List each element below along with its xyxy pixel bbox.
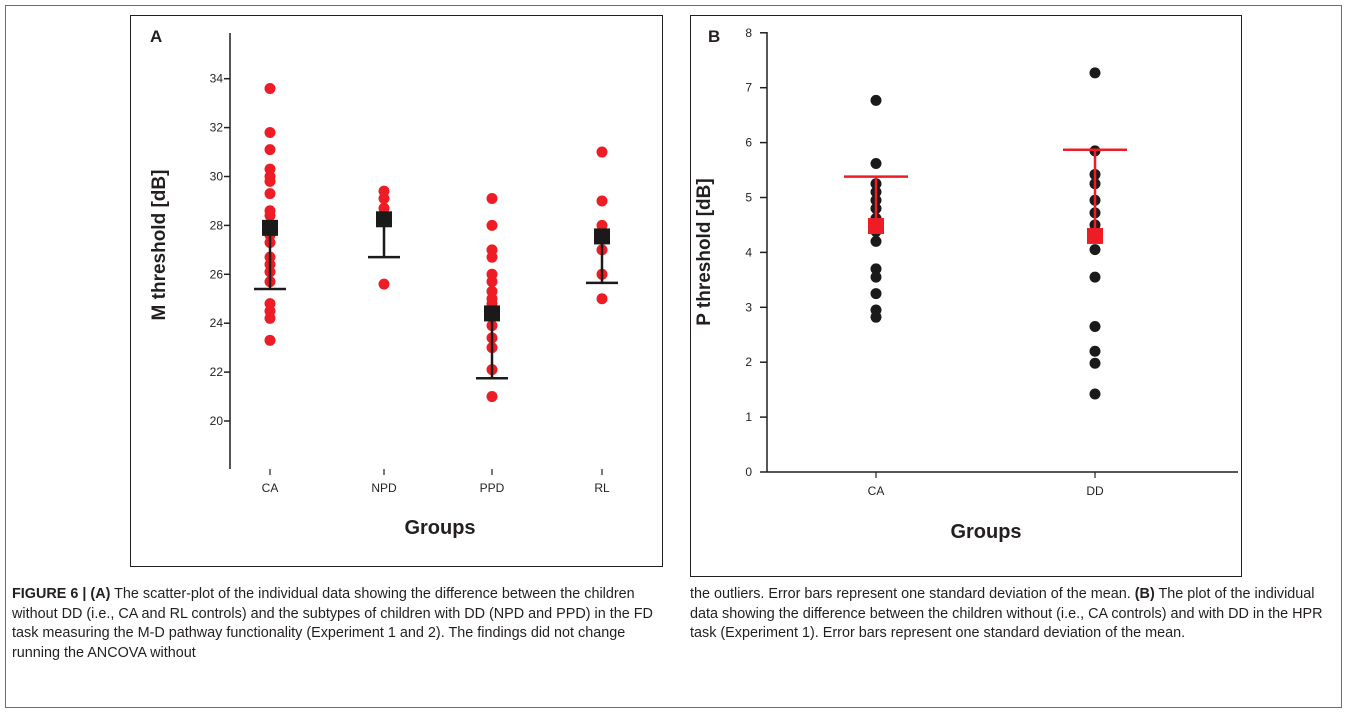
panel-a-data-point <box>486 193 498 205</box>
panel-a-data-point <box>486 391 498 403</box>
panel-b-y-tick-label: 4 <box>745 245 752 259</box>
panel-a-data-point <box>378 193 390 205</box>
panel-a-mean-marker <box>484 305 500 322</box>
panel-a-y-tick-label: 24 <box>210 316 224 330</box>
panel-b-data-point <box>870 263 882 275</box>
caption-b-text: The plot of the individual data showing … <box>690 586 1323 642</box>
panel-a-mean-marker <box>594 228 610 245</box>
panel-a-y-axis-title: M threshold [dB] <box>149 170 170 321</box>
panel-b-data-point <box>1089 345 1101 357</box>
panel-a-data-point <box>596 195 608 207</box>
panel-a-mean-marker <box>262 219 278 236</box>
panel-b-mean-marker <box>1087 227 1103 244</box>
panel-a-y-tick-label: 28 <box>210 218 224 232</box>
caption-a-text-continued: the outliers. Error bars represent one s… <box>690 586 1135 602</box>
figure-caption-left: FIGURE 6 | (A) The scatter-plot of the i… <box>12 585 655 663</box>
panel-b-mean-marker <box>868 218 884 235</box>
figure-caption-right: the outliers. Error bars represent one s… <box>690 585 1330 644</box>
panel-b-y-tick-label: 3 <box>745 300 752 314</box>
figure-label: FIGURE 6 | <box>12 586 87 602</box>
panel-b-y-tick-label: 7 <box>745 81 752 95</box>
panel-b-data-point <box>1089 321 1101 333</box>
panel-a-data-point <box>264 188 276 200</box>
panel-a-data-point <box>378 278 390 290</box>
panel-a-data-point <box>486 219 498 231</box>
panel-b-data-point <box>870 235 882 247</box>
panel-b-data-point <box>870 311 882 323</box>
panel-b-category-label: DD <box>1086 484 1104 498</box>
panel-a-y-tick-label: 30 <box>210 170 224 184</box>
panel-a-category-label: CA <box>262 481 279 495</box>
panel-a-data-point <box>264 312 276 324</box>
panel-a-category-label: RL <box>594 481 610 495</box>
chart-panel-a <box>130 15 663 567</box>
panel-a-y-tick-label: 26 <box>210 267 224 281</box>
panel-a-data-point <box>596 146 608 158</box>
chart-panel-b <box>690 15 1242 577</box>
panel-a-data-point <box>264 210 276 222</box>
panel-a-data-point <box>378 202 390 214</box>
panel-a-category-label: NPD <box>371 481 397 495</box>
panel-a-y-tick-label: 20 <box>210 414 224 428</box>
panel-b-x-axis-title: Groups <box>950 521 1021 543</box>
panel-b-y-axis-title: P threshold [dB] <box>694 178 715 325</box>
panel-b-data-point <box>1089 67 1101 79</box>
caption-a-text: The scatter-plot of the individual data … <box>12 586 653 661</box>
panel-b-data-point <box>870 94 882 106</box>
panel-b-data-point <box>1089 388 1101 400</box>
panel-b-data-point <box>870 157 882 169</box>
panel-a-data-point <box>264 126 276 138</box>
panel-a-y-tick-label: 22 <box>210 365 224 379</box>
panel-b-data-point <box>1089 271 1101 283</box>
panel-b-y-tick-label: 0 <box>745 465 752 479</box>
panel-a-data-point <box>264 82 276 94</box>
panel-b-category-label: CA <box>868 484 885 498</box>
panel-a-x-axis-title: Groups <box>404 517 475 539</box>
panel-b-y-tick-label: 8 <box>745 26 752 40</box>
panel-a-data-point <box>264 144 276 156</box>
panel-a-data-point <box>264 175 276 187</box>
panel-a-data-point <box>486 276 498 288</box>
panel-b-y-tick-label: 2 <box>745 355 752 369</box>
panel-a-mean-marker <box>376 211 392 228</box>
panel-a-data-point <box>264 334 276 346</box>
caption-b-label: (B) <box>1134 586 1155 602</box>
panel-a-y-tick-label: 34 <box>210 72 224 86</box>
panel-b-letter: B <box>708 27 720 46</box>
panel-a-data-point <box>596 219 608 231</box>
panel-a-y-tick-label: 32 <box>210 121 224 135</box>
panel-b-y-tick-label: 6 <box>745 136 752 150</box>
panel-a-letter: A <box>150 27 162 46</box>
panel-b-data-point <box>870 288 882 300</box>
panel-b-data-point <box>1089 244 1101 256</box>
figure-frame <box>5 5 1342 708</box>
panel-a-category-label: PPD <box>480 481 505 495</box>
panel-b-data-point <box>870 271 882 283</box>
panel-b-y-tick-label: 5 <box>745 191 752 205</box>
panel-b-y-tick-label: 1 <box>745 410 752 424</box>
caption-a-label: (A) <box>90 586 111 602</box>
panel-a-data-point <box>486 251 498 263</box>
panel-b-data-point <box>1089 357 1101 369</box>
panel-a-data-point <box>596 293 608 305</box>
